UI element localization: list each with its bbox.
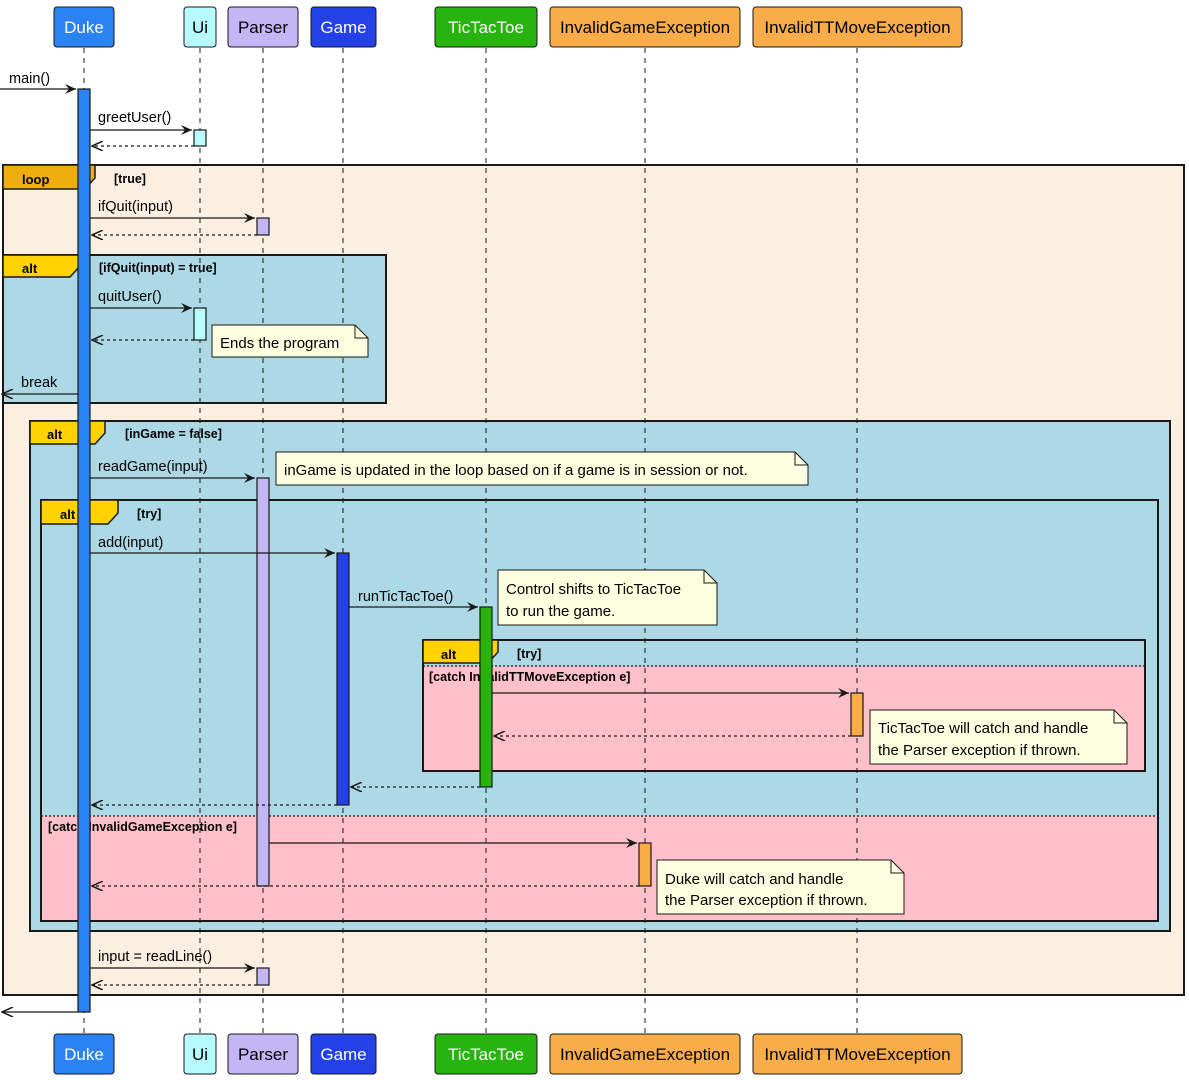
catch-invalidttmove-guard: [catch InvalidTTMoveException e] <box>429 670 630 684</box>
participant-label: Ui <box>192 1045 208 1064</box>
loop-label: loop <box>22 172 49 187</box>
participant-box <box>53 6 115 48</box>
participant-label: InvalidTTMoveException <box>764 18 950 37</box>
participant-label: Game <box>320 1045 366 1064</box>
note-ttt-catch-line1: TicTacToe will catch and handle <box>878 720 1088 737</box>
participant-parser-bottom: Parser <box>227 1033 299 1075</box>
participant-duke-bottom: Duke <box>53 1033 115 1075</box>
participant-box <box>227 6 299 48</box>
msg-ifquit-label: ifQuit(input) <box>98 199 173 215</box>
participant-box <box>310 1033 377 1075</box>
note-ingame-text: inGame is updated in the loop based on i… <box>284 462 748 479</box>
participant-label: InvalidTTMoveException <box>764 1045 950 1064</box>
message-labels: main() greetUser() ifQuit(input) quitUse… <box>9 71 453 965</box>
participant-label: Duke <box>64 1045 104 1064</box>
participant-label: TicTacToe <box>448 1045 524 1064</box>
activation-invalidttmove <box>850 692 864 737</box>
participant-tictactoe-top: TicTacToe <box>434 6 538 48</box>
participant-label: Game <box>320 18 366 37</box>
participant-game-bottom: Game <box>310 1033 377 1075</box>
participant-box <box>183 1033 217 1075</box>
msg-readgame-label: readGame(input) <box>98 459 208 475</box>
participant-label: TicTacToe <box>448 18 524 37</box>
note-ends: Ends the program <box>211 324 369 358</box>
participant-box <box>53 1033 115 1075</box>
participant-ui-bottom: Ui <box>183 1033 217 1075</box>
activation-ui-greet <box>193 129 207 147</box>
note-ingame: inGame is updated in the loop based on i… <box>275 451 809 486</box>
participant-box <box>227 1033 299 1075</box>
loop-guard: [true] <box>114 172 146 186</box>
activation-duke <box>77 88 91 1013</box>
participant-label: InvalidGameException <box>560 1045 730 1064</box>
catch-invalidgame-region <box>42 816 1157 920</box>
participant-box <box>434 1033 538 1075</box>
msg-greet-label: greetUser() <box>98 110 171 126</box>
alt-quit-label: alt <box>22 261 38 276</box>
note-control: Control shifts to TicTacToe to run the g… <box>497 569 718 626</box>
participant-ui-top: Ui <box>183 6 217 48</box>
activation-parser-readgame <box>256 477 270 887</box>
note-control-line1: Control shifts to TicTacToe <box>506 581 681 598</box>
activation-game <box>336 552 350 806</box>
participant-label: Parser <box>238 1045 288 1064</box>
participant-invalidttmove-top: InvalidTTMoveException <box>752 6 963 48</box>
participants-bottom: Duke Ui Parser Game TicTacToe InvalidGameExce… <box>53 1033 963 1075</box>
alt-try-inner-guard: [try] <box>517 647 541 661</box>
participants-top: Duke Ui Parser Game TicTacToe InvalidGameExce… <box>53 6 963 48</box>
participant-parser-top: Parser <box>227 6 299 48</box>
activation-invalidgame <box>638 842 652 887</box>
note-ttt-catch-line2: the Parser exception if thrown. <box>878 742 1081 759</box>
activation-ui-quit <box>193 307 207 341</box>
participant-box <box>752 1033 963 1075</box>
catch-invalidgame-guard: [catch InvalidGameException e] <box>48 820 237 834</box>
note-duke-catch-line2: the Parser exception if thrown. <box>665 892 868 909</box>
note-ttt-catch: TicTacToe will catch and handle the Pars… <box>869 709 1128 765</box>
alt-ingame-label: alt <box>47 427 63 442</box>
participant-invalidgame-top: InvalidGameException <box>549 6 741 48</box>
msg-main-label: main() <box>9 71 50 87</box>
note-duke-catch: Duke will catch and handle the Parser ex… <box>656 859 905 915</box>
activation-tictactoe <box>479 606 493 788</box>
activation-parser-ifquit <box>256 217 270 236</box>
participant-tictactoe-bottom: TicTacToe <box>434 1033 538 1075</box>
alt-try-outer-guard: [try] <box>137 507 161 521</box>
messages <box>0 84 851 1012</box>
msg-readline-label: input = readLine() <box>98 949 212 965</box>
msg-add-label: add(input) <box>98 535 163 551</box>
alt-ingame-guard: [inGame = false] <box>125 427 222 441</box>
msg-break-label: break <box>21 375 58 391</box>
participant-box <box>434 6 538 48</box>
alt-try-outer-label: alt <box>60 507 76 522</box>
participant-box <box>549 1033 741 1075</box>
participant-box <box>183 6 217 48</box>
participant-label: Ui <box>192 18 208 37</box>
participant-invalidttmove-bottom: InvalidTTMoveException <box>752 1033 963 1075</box>
note-ends-text: Ends the program <box>220 335 339 352</box>
participant-box <box>549 6 741 48</box>
participant-label: Parser <box>238 18 288 37</box>
activation-parser-readline <box>256 967 270 986</box>
msg-runttt-label: runTicTacToe() <box>358 589 453 605</box>
alt-quit-tab <box>2 254 81 278</box>
alt-try-inner-frame: alt [try] [catch InvalidTTMoveException … <box>422 639 1146 772</box>
participant-invalidgame-bottom: InvalidGameException <box>549 1033 741 1075</box>
note-duke-catch-line1: Duke will catch and handle <box>665 871 843 888</box>
participant-game-top: Game <box>310 6 377 48</box>
participant-label: InvalidGameException <box>560 18 730 37</box>
msg-quituser-label: quitUser() <box>98 289 162 305</box>
activations <box>77 88 864 1013</box>
alt-quit-guard: [ifQuit(input) = true] <box>99 261 217 275</box>
participant-duke-top: Duke <box>53 6 115 48</box>
participant-label: Duke <box>64 18 104 37</box>
alt-ingame-tab <box>29 420 106 445</box>
note-control-line2: to run the game. <box>506 603 615 620</box>
alt-try-inner-label: alt <box>441 647 457 662</box>
participant-box <box>310 6 377 48</box>
participant-box <box>752 6 963 48</box>
